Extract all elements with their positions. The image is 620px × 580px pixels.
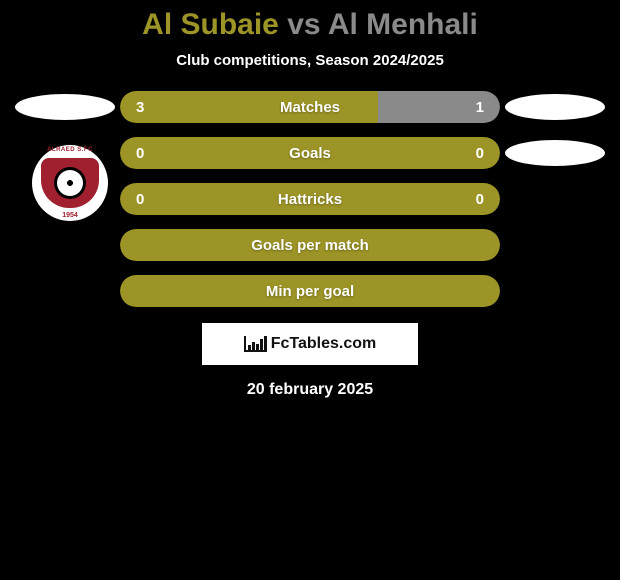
left-side-slot <box>10 94 120 120</box>
right-side-slot <box>500 94 610 120</box>
player-ellipse-icon <box>505 140 605 166</box>
player2-name: Al Menhali <box>328 8 478 41</box>
club-crest-inner: ALRAED S.FC 1954 <box>32 145 108 221</box>
stat-row: Goals per match <box>10 229 610 261</box>
stat-bar: 31Matches <box>120 91 500 123</box>
soccer-ball-icon <box>54 167 86 199</box>
vs-text: vs <box>279 8 328 41</box>
stat-label: Matches <box>120 91 500 123</box>
chart-icon <box>244 336 267 352</box>
page-title: Al Subaie vs Al Menhali <box>0 8 620 42</box>
player1-name: Al Subaie <box>142 8 279 41</box>
date-text: 20 february 2025 <box>10 381 610 399</box>
stat-row: 31Matches <box>10 91 610 123</box>
crest-year: 1954 <box>32 212 108 219</box>
stat-label: Hattricks <box>120 183 500 215</box>
stat-bar: 00Hattricks <box>120 183 500 215</box>
header: Al Subaie vs Al Menhali Club competition… <box>0 0 620 69</box>
stat-label: Goals <box>120 137 500 169</box>
comparison-content: ALRAED S.FC 1954 31Matches 00Goals 00Hattr… <box>0 91 620 399</box>
player-ellipse-icon <box>505 94 605 120</box>
stat-row: Min per goal <box>10 275 610 307</box>
stat-bar: Goals per match <box>120 229 500 261</box>
stat-label: Min per goal <box>120 275 500 307</box>
right-side-slot <box>500 140 610 166</box>
stat-bar: 00Goals <box>120 137 500 169</box>
stat-bar: Min per goal <box>120 275 500 307</box>
attribution-text: FcTables.com <box>271 335 377 353</box>
crest-club-name: ALRAED S.FC <box>32 147 108 153</box>
crest-shield <box>41 158 99 208</box>
subtitle: Club competitions, Season 2024/2025 <box>0 52 620 69</box>
attribution-badge: FcTables.com <box>202 323 418 365</box>
stat-label: Goals per match <box>120 229 500 261</box>
player-ellipse-icon <box>15 94 115 120</box>
club-crest: ALRAED S.FC 1954 <box>26 139 114 227</box>
